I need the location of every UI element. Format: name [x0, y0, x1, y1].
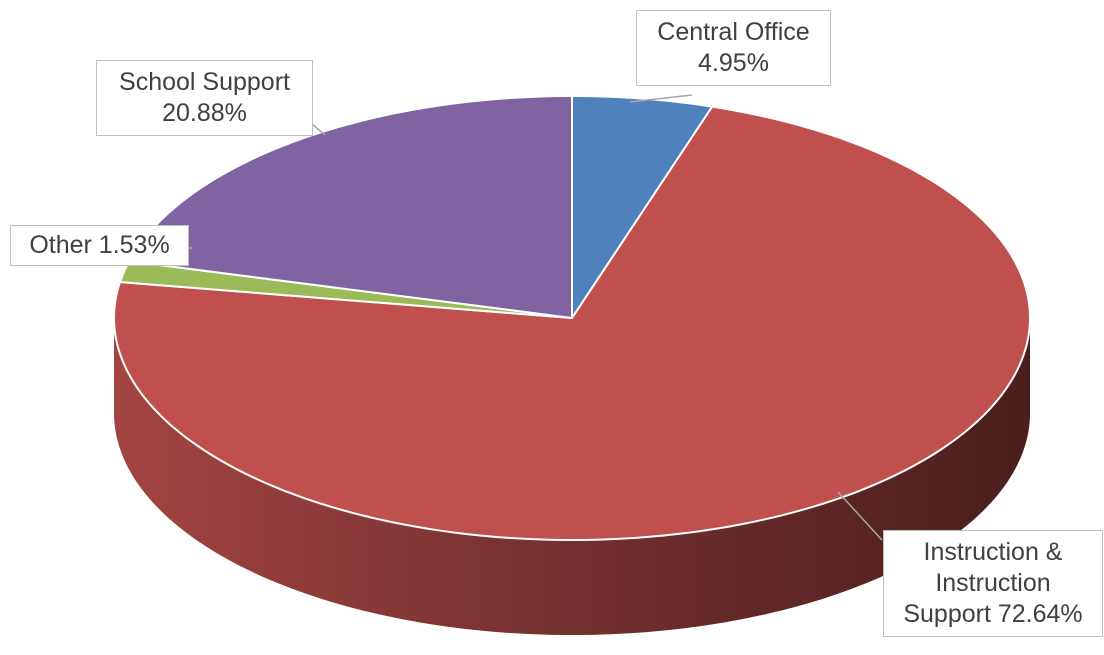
category: Instruction & Instruction Support [903, 538, 1063, 628]
slice [128, 95, 573, 319]
slice [113, 105, 1031, 541]
slice-label: Central Office 4.95% [636, 10, 831, 86]
slice-label: Instruction & Instruction Support 72.64% [883, 530, 1103, 637]
slice-label: School Support 20.88% [96, 60, 313, 136]
slice [571, 95, 714, 319]
category: Central Office [657, 18, 810, 46]
value-label: 1.53% [98, 231, 170, 259]
slice-label: Other 1.53% [10, 225, 189, 266]
side-shade [114, 318, 1030, 635]
category: Other [29, 231, 92, 259]
value-label: 20.88% [162, 99, 247, 127]
value-label: 72.64% [997, 600, 1083, 628]
value-label: 4.95% [698, 49, 769, 77]
leader-line [837, 491, 883, 541]
leader-line [311, 123, 326, 136]
leader-line [629, 94, 693, 103]
category: School Support [119, 68, 290, 96]
